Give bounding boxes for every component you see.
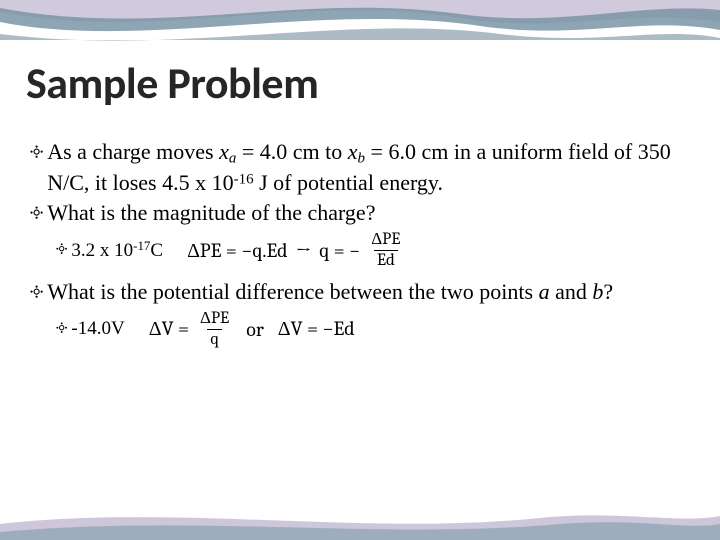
answer-row-1: ༓ 3.2 x 10-17C ΔPE = −q.Ed → q = − ΔPE E… bbox=[56, 231, 680, 270]
bullet-marker: ༓ bbox=[30, 199, 43, 227]
bullet-answer-2: ༓ -14.0V bbox=[56, 317, 125, 341]
fraction-2: ΔPE q bbox=[197, 310, 232, 349]
formula-1: ΔPE = −q.Ed → q = − ΔPE Ed bbox=[187, 231, 403, 270]
bullet-marker: ༓ bbox=[30, 278, 43, 306]
bullet-question-2: ༓ What is the potential difference betwe… bbox=[30, 278, 680, 306]
formula-2: ΔV = ΔPE q or ΔV = −Ed bbox=[149, 310, 355, 349]
question-1-text: What is the magnitude of the charge? bbox=[47, 199, 375, 227]
problem-text: As a charge moves xa = 4.0 cm to xb = 6.… bbox=[47, 138, 680, 197]
wave-decoration-bottom bbox=[0, 510, 720, 540]
slide-title: Sample Problem bbox=[26, 56, 318, 110]
answer-1-text: 3.2 x 10-17C bbox=[71, 238, 163, 263]
bullet-question-1: ༓ What is the magnitude of the charge? bbox=[30, 199, 680, 227]
bullet-answer-1: ༓ 3.2 x 10-17C bbox=[56, 238, 163, 263]
bullet-marker: ༓ bbox=[56, 317, 67, 341]
slide-content: ༓ As a charge moves xa = 4.0 cm to xb = … bbox=[30, 138, 680, 357]
bullet-marker: ༓ bbox=[56, 238, 67, 262]
answer-row-2: ༓ -14.0V ΔV = ΔPE q or ΔV = −Ed bbox=[56, 310, 680, 349]
fraction-1: ΔPE Ed bbox=[368, 231, 403, 270]
bullet-problem: ༓ As a charge moves xa = 4.0 cm to xb = … bbox=[30, 138, 680, 197]
wave-decoration-top bbox=[0, 0, 720, 56]
answer-2-text: -14.0V bbox=[71, 317, 124, 341]
slide: Sample Problem ༓ As a charge moves xa = … bbox=[0, 0, 720, 540]
question-2-text: What is the potential difference between… bbox=[47, 278, 613, 306]
bullet-marker: ༓ bbox=[30, 138, 43, 166]
